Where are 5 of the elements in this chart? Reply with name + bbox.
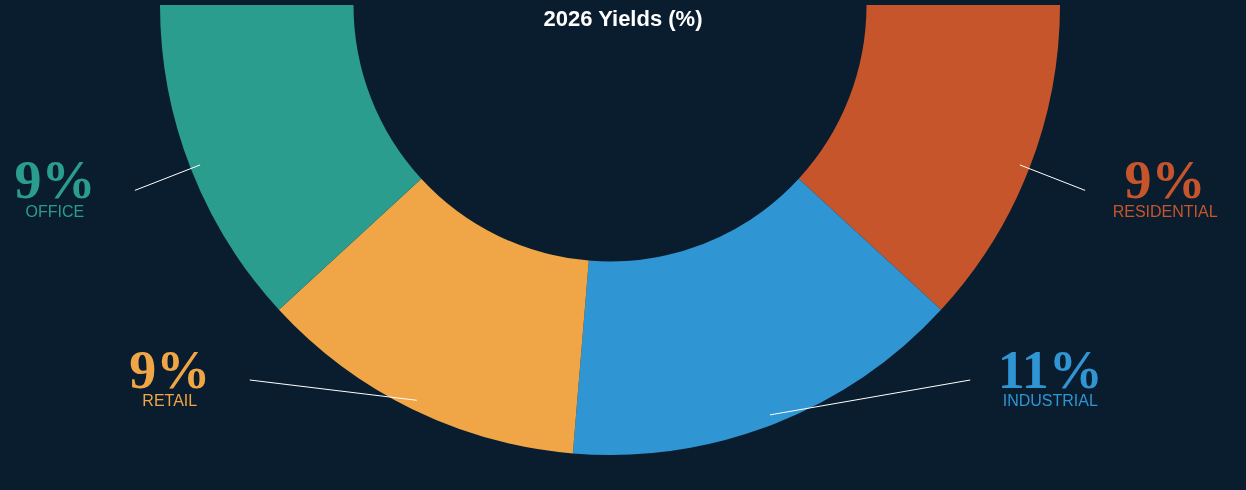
- chart-title: 2026 Yields (%): [542, 6, 704, 32]
- slice-label: RESIDENTIAL: [1112, 202, 1218, 220]
- slice-label: RETAIL: [142, 392, 198, 410]
- slice-label: OFFICE: [25, 202, 85, 220]
- slice-label: INDUSTRIAL: [1002, 392, 1098, 410]
